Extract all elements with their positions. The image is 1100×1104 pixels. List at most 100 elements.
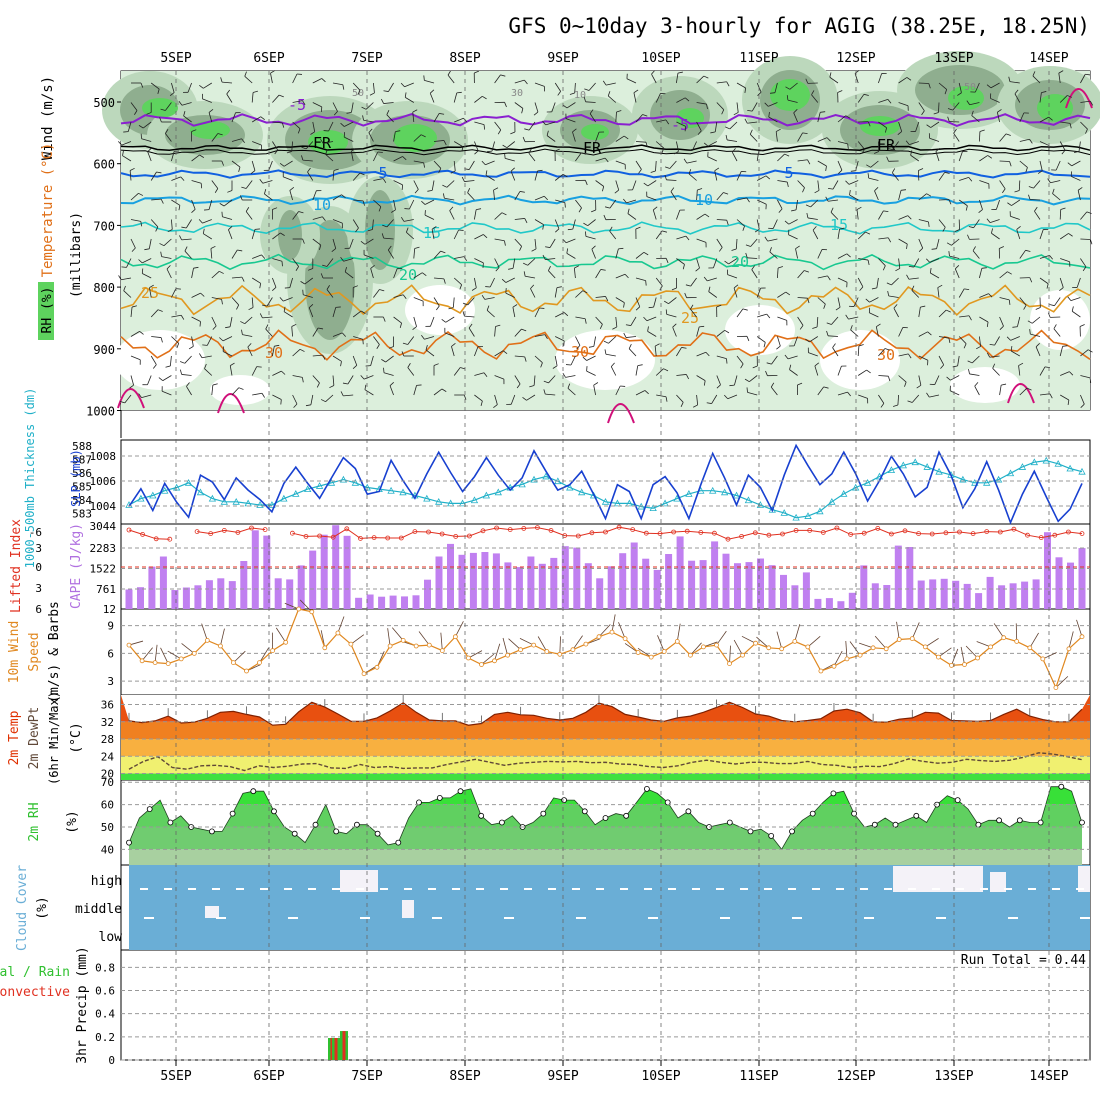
wind-speed-point xyxy=(558,652,562,656)
wind-barb-10m xyxy=(1030,633,1039,648)
ylabel-wind10: 10m Wind xyxy=(7,621,22,684)
cloud-mark xyxy=(936,917,946,919)
cape-bar xyxy=(1010,583,1017,609)
cape-bar xyxy=(378,597,385,609)
cape-bar xyxy=(941,579,948,609)
cape-bar xyxy=(355,598,362,609)
temp-tick-label: 32 xyxy=(101,716,114,729)
cape-bar xyxy=(723,554,730,609)
cape-bar xyxy=(711,541,718,609)
cape-bar xyxy=(321,535,328,609)
cape-bar xyxy=(171,590,178,609)
cape-bar xyxy=(206,580,213,609)
cloud-mark xyxy=(764,888,772,890)
slp-tick-label: 1004 xyxy=(90,500,117,513)
wind-barb-10m xyxy=(392,628,403,641)
rh-point xyxy=(272,809,277,814)
wind-barb-feather xyxy=(649,307,654,308)
rh-point xyxy=(209,829,214,834)
rh-band xyxy=(121,849,1090,865)
rh-dry-area xyxy=(725,305,795,355)
pressure-tick-label: 500 xyxy=(93,96,115,110)
rh-point xyxy=(872,822,877,827)
wind-speed-point xyxy=(440,649,444,653)
wind-barb-10m xyxy=(777,632,782,649)
cloud-mark xyxy=(404,888,412,890)
wind-speed-point xyxy=(793,639,797,643)
rh-point xyxy=(893,822,898,827)
cape-tick-label: 1522 xyxy=(90,563,117,576)
wind-barb-10m xyxy=(202,624,208,641)
cape-top-tick: 3044 xyxy=(90,520,117,533)
cape-bar xyxy=(619,553,626,609)
rh-point xyxy=(914,813,919,818)
rh-point xyxy=(375,831,380,836)
cloud-mark xyxy=(140,888,148,890)
rh-point xyxy=(976,822,981,827)
wind-barb-feather xyxy=(747,387,748,392)
slp-tick-label: 1006 xyxy=(90,475,117,488)
wind-tick-label: 3 xyxy=(107,675,114,688)
wind-speed-point xyxy=(192,651,196,655)
wind-barb xyxy=(1000,161,1010,162)
bottom-date-label: 13SEP xyxy=(934,1069,973,1084)
cloud-mark xyxy=(524,888,532,890)
wind-barb-10m xyxy=(182,643,195,653)
ylabel-cape: CAPE (J/kg) xyxy=(69,523,84,609)
wind-barb-feather xyxy=(538,170,543,171)
wind-barb-10m xyxy=(716,631,726,645)
cape-bar xyxy=(275,578,282,609)
cape-bar xyxy=(424,580,431,609)
wind-speed-point xyxy=(701,645,705,649)
wind-barb-feather xyxy=(281,400,282,405)
cape-bar xyxy=(1079,548,1086,609)
rh-point xyxy=(230,811,235,816)
temp-band xyxy=(121,722,1090,739)
cloud-mark xyxy=(288,917,298,919)
ylabel-wind10-barbs: (m/s) & Barbs xyxy=(47,601,62,703)
wind-barb-10m xyxy=(560,636,561,654)
ylabel-rh: RH (%) xyxy=(40,287,55,334)
cloud-mark xyxy=(500,888,508,890)
cape-bar xyxy=(481,552,488,609)
cloud-mark xyxy=(956,888,964,890)
rh-point xyxy=(769,833,774,838)
wind-barb-10m xyxy=(730,646,731,664)
wind-speed-point xyxy=(819,669,823,673)
run-total-label: Run Total = 0.44 xyxy=(961,953,1086,968)
rh-point xyxy=(541,811,546,816)
wind-speed-point xyxy=(519,648,523,652)
cloud-mark xyxy=(812,888,820,890)
cape-bar xyxy=(757,559,764,610)
cape-bar xyxy=(677,536,684,609)
cloud-mark xyxy=(576,917,586,919)
cloud-mark xyxy=(692,888,700,890)
top-date-label: 7SEP xyxy=(351,51,382,66)
wind-speed-point xyxy=(336,631,340,635)
wind-barb-feather xyxy=(202,345,207,346)
cloud-mark xyxy=(620,888,628,890)
cloud-mark xyxy=(1008,917,1018,919)
cape-bar xyxy=(390,596,397,609)
rh-point xyxy=(603,816,608,821)
bottom-date-label: 5SEP xyxy=(160,1069,191,1084)
wind-speed-point xyxy=(1015,639,1019,643)
wind-barb-feather xyxy=(257,367,262,368)
top-date-label: 14SEP xyxy=(1029,51,1068,66)
wind-speed-point xyxy=(780,647,784,651)
pressure-tick-label: 600 xyxy=(93,158,115,172)
cape-bar xyxy=(367,595,374,610)
contour-label: 50 xyxy=(352,88,364,99)
wind-speed-point xyxy=(166,662,170,666)
rh-point xyxy=(1080,820,1085,825)
cloud-mark xyxy=(572,888,580,890)
wind-barb-10m xyxy=(351,635,364,644)
cloud-panel xyxy=(129,865,1090,950)
wind-barb-feather xyxy=(646,281,647,286)
cape-tick-label: 2283 xyxy=(90,542,117,555)
rh-dry-area xyxy=(1030,290,1090,350)
wind-tick-label: 9 xyxy=(107,620,114,633)
wind-barb xyxy=(979,132,980,142)
top-date-label: 5SEP xyxy=(160,51,191,66)
rh-moist-area xyxy=(770,79,810,111)
